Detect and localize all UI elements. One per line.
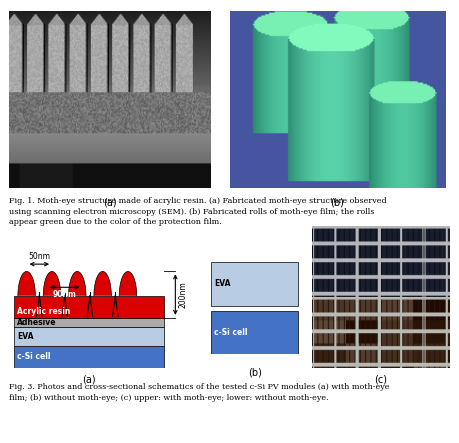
Text: Adhesive: Adhesive [17,318,57,327]
Text: (b): (b) [330,197,344,207]
Text: Fig. 1. Moth-eye structure made of acrylic resin. (a) Fabricated moth-eye struct: Fig. 1. Moth-eye structure made of acryl… [9,197,387,226]
Text: EVA: EVA [17,332,34,341]
Text: (a): (a) [82,375,96,385]
Text: EVA: EVA [214,279,230,288]
Text: c-Si cell: c-Si cell [214,328,247,337]
Bar [14,296,164,318]
Bar [14,346,164,368]
Polygon shape [14,272,164,296]
Text: Acrylic resin: Acrylic resin [17,307,71,316]
Bar [14,327,164,346]
Text: 200nm: 200nm [178,281,187,308]
Text: 50nm: 50nm [28,252,50,261]
Text: c-Si cell: c-Si cell [17,352,51,361]
Text: (b): (b) [248,367,262,377]
Text: (c): (c) [375,374,387,385]
Bar [211,262,298,306]
Bar [211,311,298,354]
Bar [14,318,164,327]
Text: (a): (a) [103,197,117,207]
Text: Fig. 3. Photos and cross-sectional schematics of the tested c-Si PV modules (a) : Fig. 3. Photos and cross-sectional schem… [9,383,390,402]
Text: 90nm: 90nm [53,290,77,299]
